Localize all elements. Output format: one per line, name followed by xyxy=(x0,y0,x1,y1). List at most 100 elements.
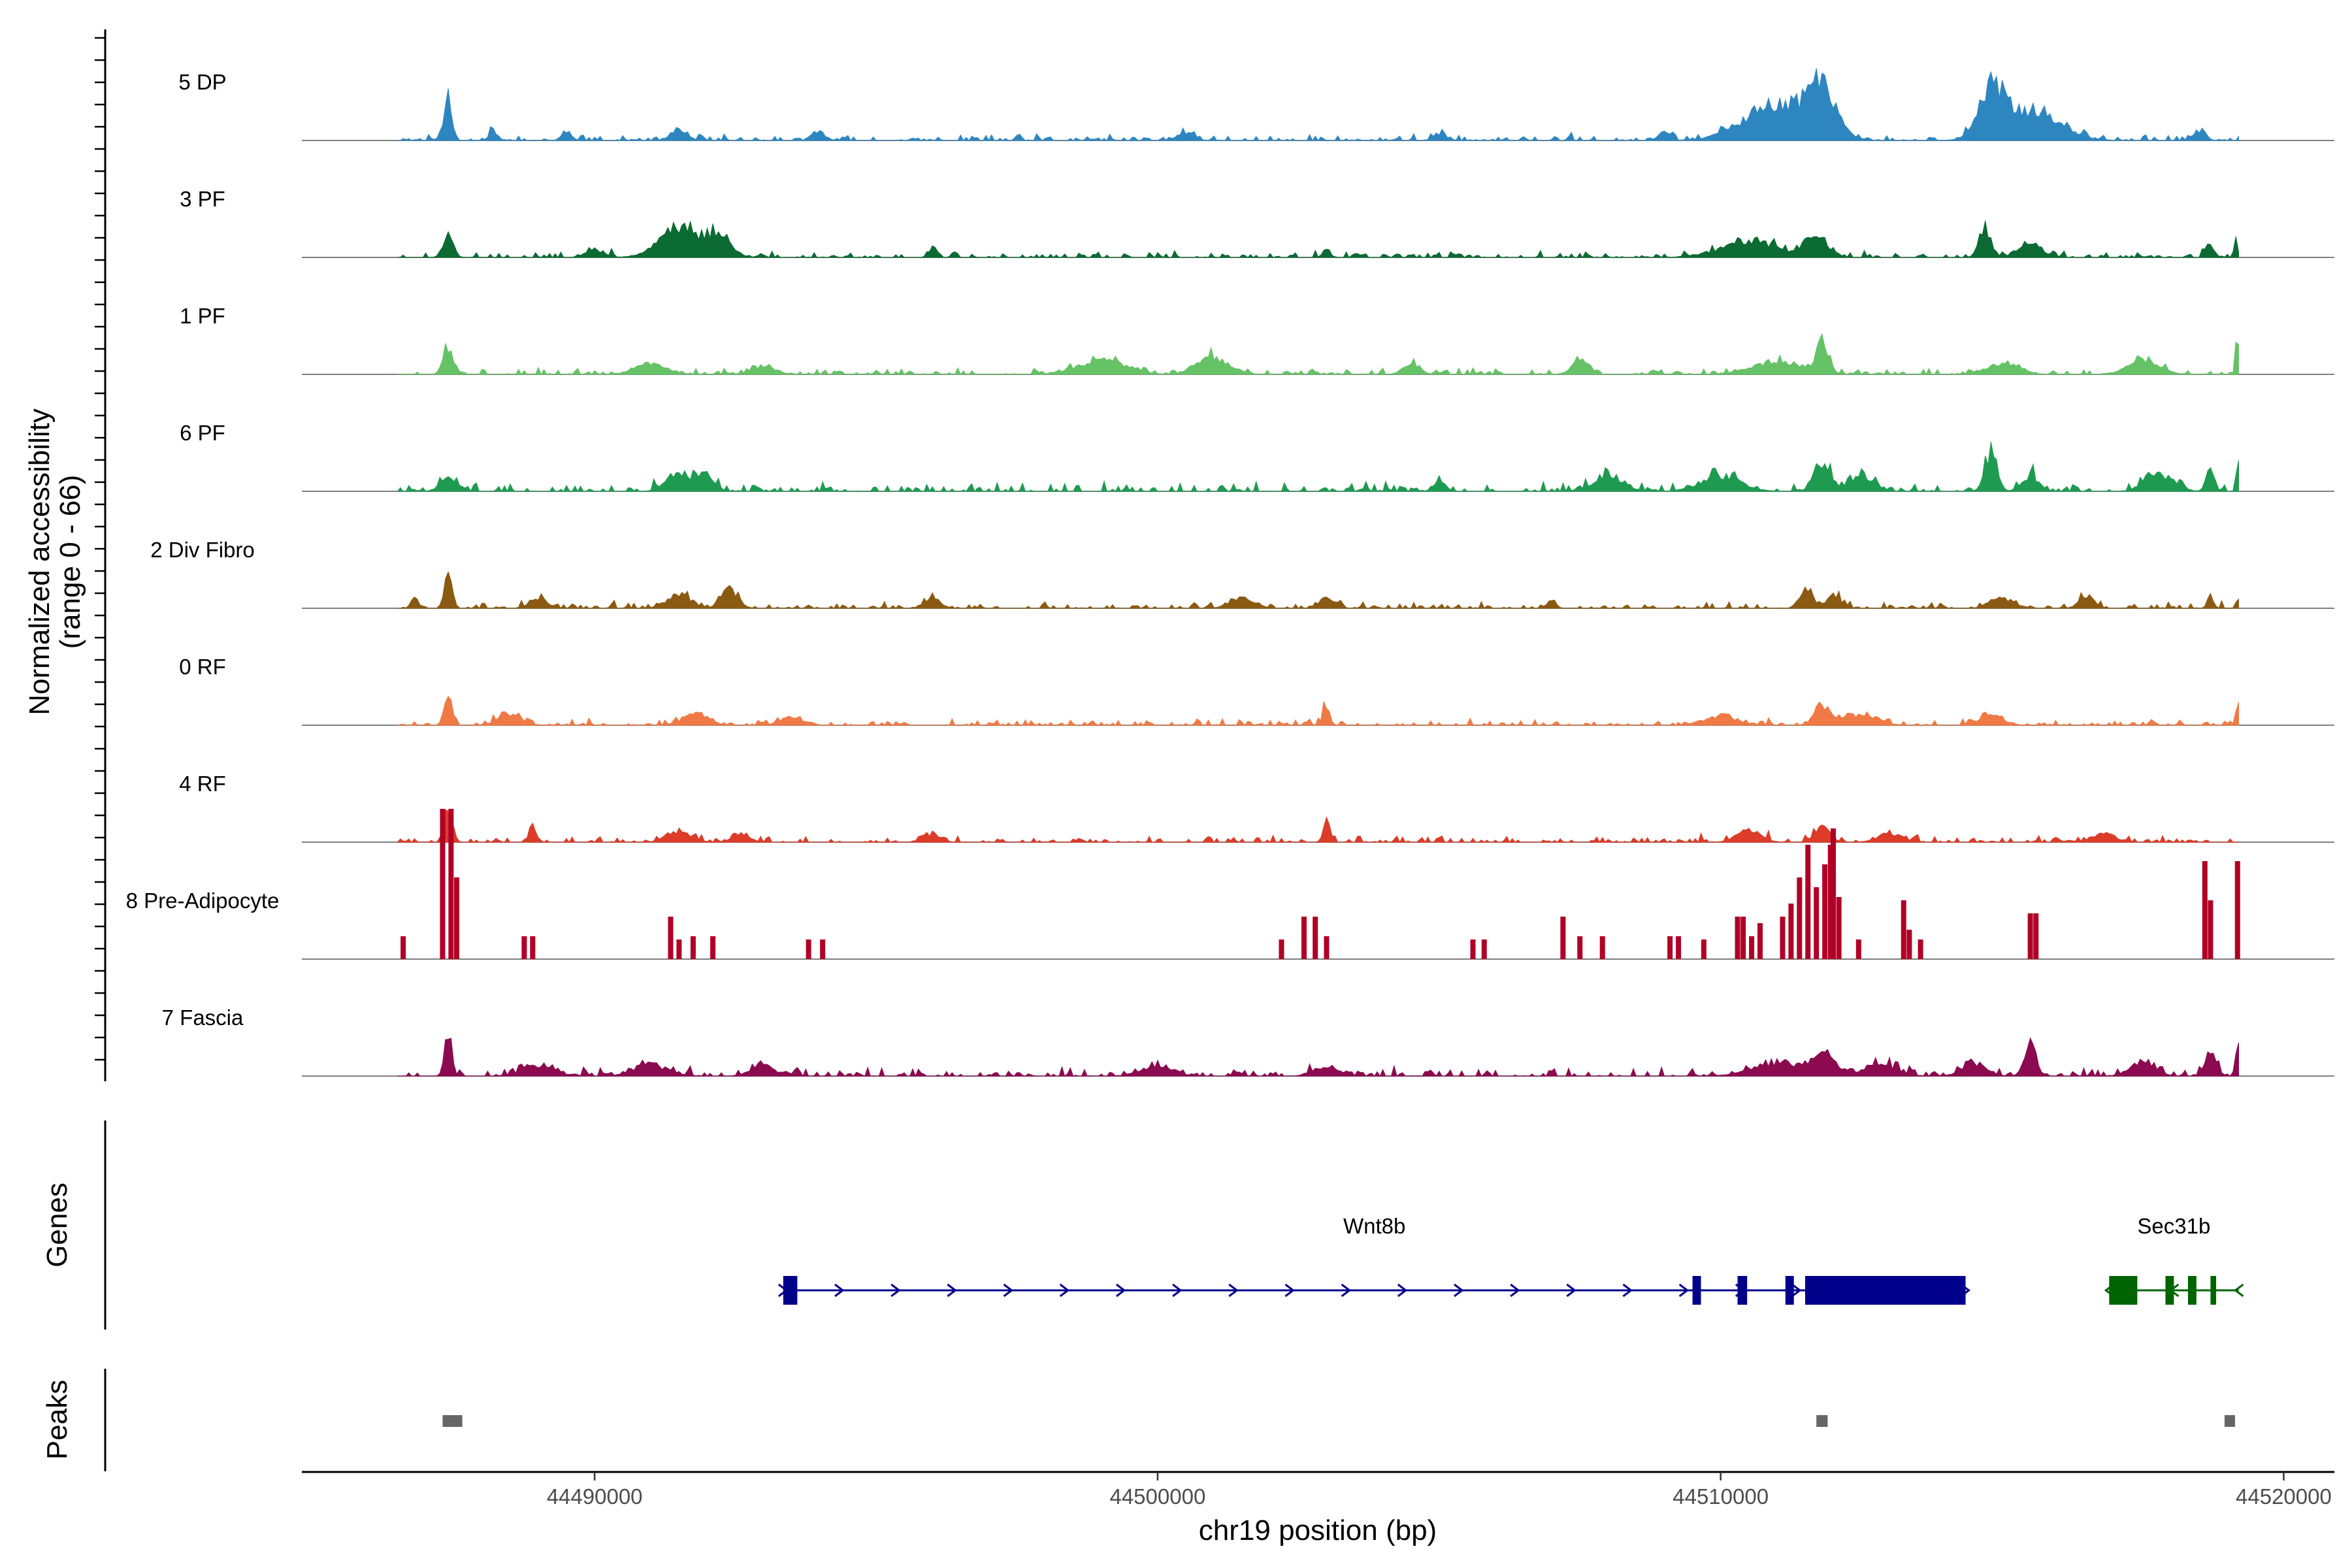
coverage-bar xyxy=(1814,887,1820,959)
strand-arrow xyxy=(1678,1283,1690,1298)
x-axis: 44490000 44500000 44510000 44520000 chr19 p… xyxy=(302,1471,2334,1546)
track-3-pf: 3 PF xyxy=(180,187,2334,258)
gene-exon xyxy=(783,1276,798,1305)
coverage-bar xyxy=(1740,917,1746,959)
coverage-bar xyxy=(453,877,459,959)
coverage-bar xyxy=(2208,900,2213,959)
coverage-bar xyxy=(1577,936,1583,959)
peak-regions xyxy=(442,1415,2235,1427)
strand-arrow xyxy=(1510,1283,1520,1298)
strand-arrow xyxy=(1566,1283,1576,1298)
coverage-area xyxy=(397,570,2239,610)
y-axis-range: (range 0 - 66) xyxy=(54,475,86,649)
coverage-bar xyxy=(1901,900,1906,959)
track-label: 2 Div Fibro xyxy=(150,538,255,562)
track-8-pre-adipocyte: 8 Pre-Adipocyte xyxy=(126,809,2334,960)
coverage-bar xyxy=(1313,917,1318,959)
track-2-div-fibro: 2 Div Fibro xyxy=(150,538,2334,610)
coverage-bar xyxy=(1324,936,1330,959)
strand-arrow xyxy=(1284,1283,1295,1298)
coverage-bar xyxy=(820,939,826,959)
x-tick-label: 44510000 xyxy=(1673,1484,1769,1509)
coverage-bar xyxy=(1667,936,1673,959)
track-label: 5 DP xyxy=(178,70,226,94)
coverage-bar xyxy=(1481,939,1487,959)
coverage-bar xyxy=(676,939,682,959)
track-0-rf: 0 RF xyxy=(179,655,2334,727)
peaks-panel: Peaks xyxy=(41,1369,2235,1471)
track-7-fascia: 7 Fascia xyxy=(162,1005,2334,1077)
coverage-bar xyxy=(400,936,406,959)
track-label: 8 Pre-Adipocyte xyxy=(126,889,280,913)
coverage-bar xyxy=(1788,904,1794,959)
coverage-bar xyxy=(1831,828,1837,959)
coverage-bar xyxy=(1599,936,1605,959)
peak-region xyxy=(2224,1415,2235,1427)
gene-exon xyxy=(2187,1276,2197,1305)
track-4-rf: 4 RF xyxy=(179,772,2334,843)
strand-arrow xyxy=(1172,1283,1183,1298)
coverage-bar xyxy=(1827,845,1833,959)
y-axis-ticks xyxy=(95,37,105,1061)
strand-arrow xyxy=(1397,1283,1408,1298)
gene-models: Wnt8b Sec31b xyxy=(777,1214,2244,1305)
y-axis: Normalized accessibility (range 0 - 66) xyxy=(24,29,106,1081)
coverage-bar xyxy=(2234,861,2240,959)
strand-arrow xyxy=(1115,1283,1126,1298)
track-label: 1 PF xyxy=(180,304,225,328)
gene-sec31b: Sec31b xyxy=(2104,1214,2244,1305)
coverage-bar xyxy=(710,936,716,959)
x-axis-title: chr19 position (bp) xyxy=(1199,1514,1437,1546)
coverage-bar xyxy=(1279,939,1284,959)
coverage-bar xyxy=(1560,917,1566,959)
genes-panel-title: Genes xyxy=(41,1183,73,1267)
x-tick-label: 44500000 xyxy=(1109,1484,1205,1509)
coverage-tracks: 5 DP 3 PF 1 PF 6 PF 2 Div Fibro 0 RF 4 RF 8 Pre… xyxy=(126,68,2334,1077)
track-label: 6 PF xyxy=(180,421,225,445)
genes-panel: Genes Wnt8b Sec31b xyxy=(41,1120,2244,1330)
gene-exon xyxy=(1785,1276,1794,1305)
strand-arrow xyxy=(1454,1283,1464,1298)
gene-label: Sec31b xyxy=(2137,1214,2210,1238)
coverage-area xyxy=(397,809,2239,843)
coverage-area xyxy=(397,695,2239,727)
peaks-panel-title: Peaks xyxy=(41,1380,73,1460)
coverage-bar xyxy=(2027,913,2033,959)
coverage-bar xyxy=(1301,917,1307,959)
coverage-area xyxy=(397,442,2239,493)
coverage-bar xyxy=(690,936,696,959)
x-tick-label: 44520000 xyxy=(2236,1484,2332,1509)
x-tick-label: 44490000 xyxy=(547,1484,643,1509)
coverage-bar xyxy=(440,809,446,959)
coverage-bar xyxy=(806,939,811,959)
strand-arrow xyxy=(834,1283,845,1298)
coverage-bar xyxy=(2202,861,2208,959)
gene-wnt8b: Wnt8b xyxy=(777,1214,1971,1305)
strand-arrow xyxy=(1059,1283,1070,1298)
coverage-bar xyxy=(521,936,527,959)
coverage-bar xyxy=(1855,939,1861,959)
gene-exon xyxy=(2109,1276,2138,1305)
coverage-bar xyxy=(1676,936,1682,959)
strand-arrow xyxy=(1622,1283,1633,1298)
gene-exon xyxy=(2210,1276,2217,1305)
coverage-bar xyxy=(1701,939,1707,959)
coverage-area xyxy=(397,1037,2239,1077)
track-label: 4 RF xyxy=(179,772,226,796)
peak-region xyxy=(1816,1415,1828,1427)
coverage-bar xyxy=(1822,864,1828,959)
gene-exon xyxy=(1692,1276,1701,1305)
track-label: 7 Fascia xyxy=(162,1005,244,1030)
coverage-bar xyxy=(1757,923,1763,959)
coverage-bar xyxy=(1749,936,1755,959)
gene-exon xyxy=(1805,1276,1966,1305)
peak-region xyxy=(442,1415,463,1427)
coverage-bar xyxy=(1780,917,1786,959)
strand-arrow xyxy=(2233,1283,2244,1298)
strand-arrow xyxy=(890,1283,901,1298)
coverage-bar xyxy=(1735,917,1740,959)
strand-arrow xyxy=(1228,1283,1239,1298)
gene-exon xyxy=(1737,1276,1748,1305)
track-5-dp: 5 DP xyxy=(178,68,2334,142)
track-label: 3 PF xyxy=(180,187,225,211)
